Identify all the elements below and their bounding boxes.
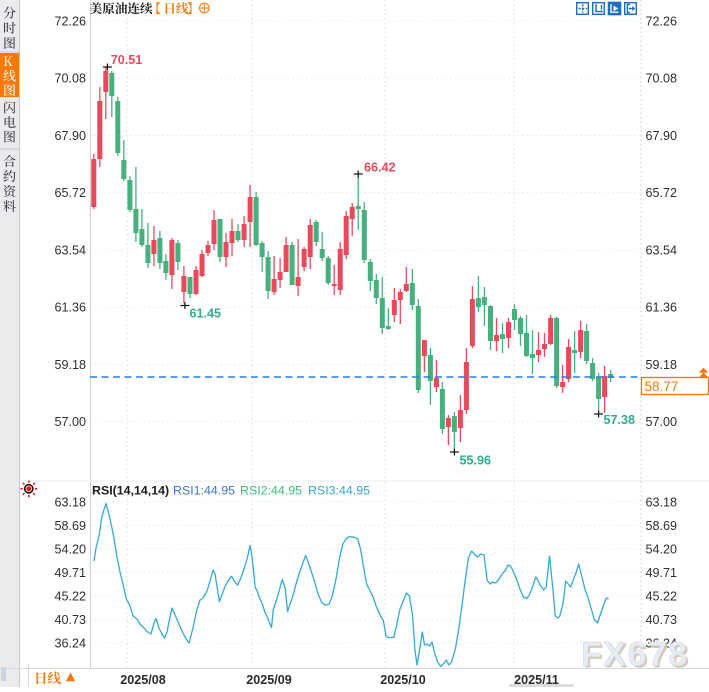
svg-text:54.20: 54.20 [646, 542, 678, 556]
svg-text:61.45: 61.45 [190, 307, 222, 321]
svg-text:61.36: 61.36 [646, 301, 678, 315]
svg-text:65.72: 65.72 [54, 186, 86, 200]
svg-text:40.73: 40.73 [54, 613, 86, 627]
svg-text:63.18: 63.18 [646, 495, 678, 509]
svg-text:57.00: 57.00 [646, 415, 678, 429]
svg-text:FX678: FX678 [581, 635, 689, 673]
svg-text:RSI(14,14,14): RSI(14,14,14) [92, 484, 169, 498]
svg-text:70.51: 70.51 [111, 53, 143, 67]
svg-text:59.18: 59.18 [646, 358, 678, 372]
svg-text:72.26: 72.26 [54, 14, 86, 28]
svg-text:70.08: 70.08 [54, 72, 86, 86]
svg-text:65.72: 65.72 [646, 186, 678, 200]
svg-text:2025/10: 2025/10 [380, 673, 426, 687]
svg-text:66.42: 66.42 [364, 161, 396, 175]
svg-text:RSI1:44.95: RSI1:44.95 [173, 484, 235, 498]
svg-text:59.18: 59.18 [54, 358, 86, 372]
svg-text:45.22: 45.22 [54, 589, 86, 603]
svg-text:49.71: 49.71 [646, 566, 678, 580]
svg-text:55.96: 55.96 [460, 454, 492, 468]
svg-text:70.08: 70.08 [646, 72, 678, 86]
svg-text:49.71: 49.71 [54, 566, 86, 580]
svg-text:RSI3:44.95: RSI3:44.95 [308, 484, 370, 498]
svg-text:58.69: 58.69 [646, 519, 678, 533]
svg-text:2025/11: 2025/11 [514, 673, 559, 687]
svg-text:2025/09: 2025/09 [246, 673, 292, 687]
svg-text:67.90: 67.90 [646, 129, 678, 143]
svg-text:58.69: 58.69 [54, 519, 86, 533]
svg-text:57.38: 57.38 [604, 413, 636, 427]
svg-text:40.73: 40.73 [646, 613, 678, 627]
svg-text:67.90: 67.90 [54, 129, 86, 143]
svg-text:54.20: 54.20 [54, 542, 86, 556]
svg-text:61.36: 61.36 [54, 301, 86, 315]
svg-text:RSI2:44.95: RSI2:44.95 [240, 484, 302, 498]
svg-text:36.24: 36.24 [54, 636, 86, 650]
svg-text:72.26: 72.26 [646, 14, 678, 28]
svg-text:58.77: 58.77 [645, 379, 679, 394]
svg-text:63.54: 63.54 [646, 243, 678, 257]
svg-text:36.24: 36.24 [646, 636, 678, 650]
svg-text:63.18: 63.18 [54, 495, 86, 509]
svg-text:45.22: 45.22 [646, 589, 678, 603]
svg-text:2025/08: 2025/08 [120, 673, 166, 687]
svg-text:63.54: 63.54 [54, 243, 86, 257]
svg-text:57.00: 57.00 [54, 415, 86, 429]
